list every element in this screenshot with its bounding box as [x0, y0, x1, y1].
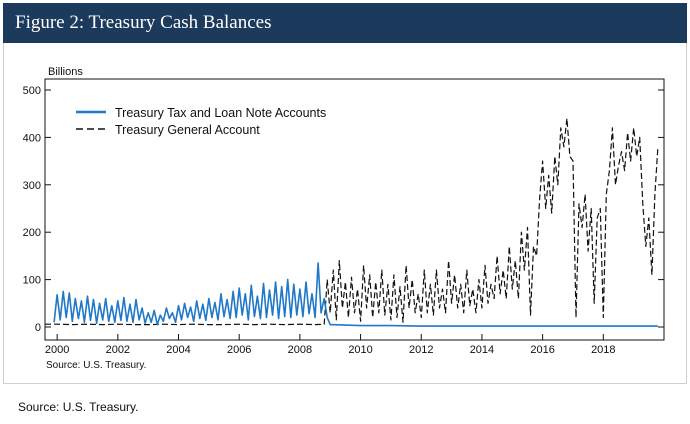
x-tick-label: 2010 — [348, 344, 372, 356]
y-tick-label: 500 — [23, 85, 41, 97]
series-layer — [45, 117, 659, 327]
x-tick-label: 2018 — [591, 344, 615, 356]
x-tick-label: 2016 — [530, 344, 554, 356]
x-tick-label: 2008 — [288, 344, 312, 356]
legend-label-ttl: Treasury Tax and Loan Note Accounts — [115, 106, 326, 120]
x-axis-ticks: 2000 2002 2004 2006 2008 2010 2012 2014 2016 2018 — [45, 334, 616, 356]
y-axis-label: Billions — [48, 66, 83, 78]
chart-frame — [3, 43, 687, 384]
x-tick-label: 2004 — [166, 344, 190, 356]
y-axis-ticks: 0 100 200 300 400 500 — [23, 85, 664, 334]
x-tick-label: 2002 — [106, 344, 130, 356]
chart-note: Source: U.S. Treasury. — [46, 360, 146, 371]
y-tick-label: 0 — [35, 322, 41, 334]
x-tick-label: 2014 — [470, 344, 494, 356]
figure-title-bar: Figure 2: Treasury Cash Balances — [3, 3, 687, 43]
y-tick-label: 300 — [23, 180, 41, 192]
x-tick-label: 2012 — [409, 344, 433, 356]
legend-label-tga: Treasury General Account — [115, 123, 260, 137]
page-source-note: Source: U.S. Treasury. — [18, 400, 139, 414]
series-line-tax-and-loan-accounts — [53, 262, 658, 327]
plot-area — [44, 78, 665, 341]
y-tick-label: 100 — [23, 275, 41, 287]
series-line-treasury-general-account — [45, 117, 659, 326]
y-tick-label: 200 — [23, 227, 41, 239]
legend: Treasury Tax and Loan Note Accounts Trea… — [76, 106, 326, 137]
x-tick-label: 2006 — [227, 344, 251, 356]
x-tick-label: 2000 — [45, 344, 69, 356]
figure-title: Figure 2: Treasury Cash Balances — [15, 12, 272, 33]
y-tick-label: 400 — [23, 132, 41, 144]
